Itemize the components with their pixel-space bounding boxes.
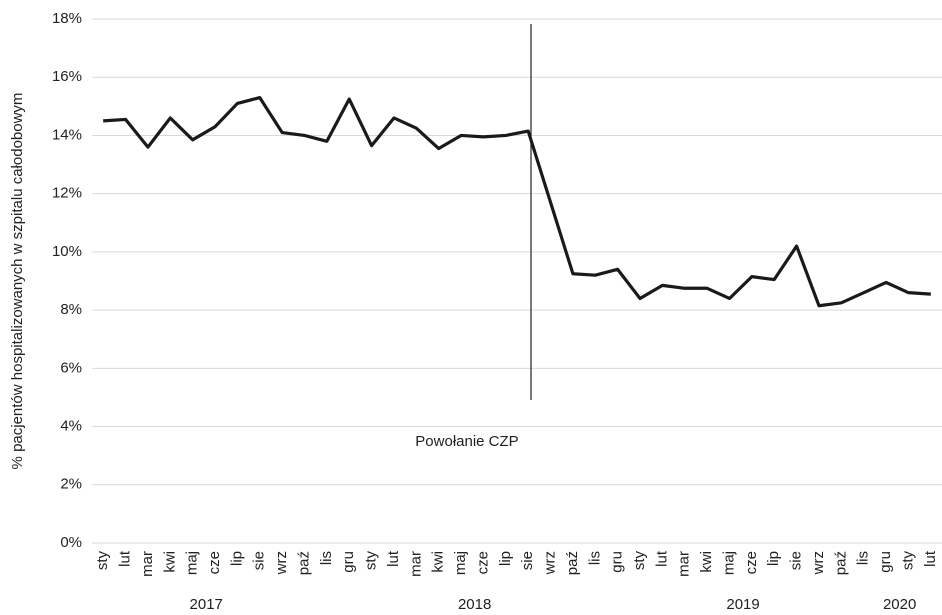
- x-tick-label: lip: [497, 551, 514, 566]
- x-tick-label: lis: [855, 551, 872, 565]
- x-tick-label: kwi: [161, 551, 178, 573]
- x-tick-label: lut: [117, 550, 134, 567]
- x-tick-label: maj: [184, 551, 201, 575]
- x-tick-label: sty: [631, 551, 648, 571]
- x-tick-label: maj: [452, 551, 469, 575]
- y-tick-label: 10%: [52, 243, 82, 260]
- x-tick-label: wrz: [273, 551, 290, 575]
- x-tick-label: kwi: [698, 551, 715, 573]
- x-tick-label: sty: [363, 551, 380, 571]
- x-tick-label: mar: [676, 551, 693, 577]
- x-tick-label: paź: [564, 551, 581, 575]
- y-axis-title: % pacjentów hospitalizowanych w szpitalu…: [9, 93, 26, 470]
- year-label: 2020: [883, 596, 916, 613]
- x-tick-label: cze: [474, 551, 491, 574]
- x-tick-label: lip: [228, 551, 245, 566]
- year-label: 2018: [458, 596, 491, 613]
- x-tick-label: wrz: [810, 551, 827, 575]
- x-tick-label: kwi: [430, 551, 447, 573]
- x-tick-label: lis: [318, 551, 335, 565]
- y-tick-label: 18%: [52, 10, 82, 27]
- x-tick-label: sty: [899, 551, 916, 571]
- x-tick-label: mar: [139, 551, 156, 577]
- x-tick-label: lut: [653, 550, 670, 567]
- year-label: 2017: [190, 596, 223, 613]
- x-tick-label: lut: [385, 550, 402, 567]
- data-line: [103, 96, 931, 308]
- x-tick-label: sie: [788, 551, 805, 570]
- x-tick-label: paź: [295, 551, 312, 575]
- y-tick-label: 0%: [60, 534, 82, 551]
- year-label: 2019: [726, 596, 759, 613]
- x-tick-label: sie: [519, 551, 536, 570]
- y-tick-label: 12%: [52, 185, 82, 202]
- x-tick-label: sty: [94, 551, 111, 571]
- y-tick-label: 6%: [60, 359, 82, 376]
- x-tick-label: cze: [743, 551, 760, 574]
- x-tick-label: gru: [340, 551, 357, 573]
- x-tick-label: mar: [407, 551, 424, 577]
- x-tick-label: lip: [765, 551, 782, 566]
- y-tick-label: 2%: [60, 476, 82, 493]
- y-tick-label: 16%: [52, 68, 82, 85]
- x-tick-label: maj: [720, 551, 737, 575]
- y-tick-label: 4%: [60, 418, 82, 435]
- x-tick-label: cze: [206, 551, 223, 574]
- x-tick-label: paź: [832, 551, 849, 575]
- x-tick-label: wrz: [542, 551, 559, 575]
- y-tick-label: 14%: [52, 126, 82, 143]
- x-tick-label: gru: [609, 551, 626, 573]
- x-tick-label: gru: [877, 551, 894, 573]
- x-tick-label: lis: [586, 551, 603, 565]
- annotation: Powołanie CZP: [415, 433, 518, 450]
- x-tick-label: sie: [251, 551, 268, 570]
- y-tick-label: 8%: [60, 301, 82, 318]
- x-tick-label: lut: [922, 550, 939, 567]
